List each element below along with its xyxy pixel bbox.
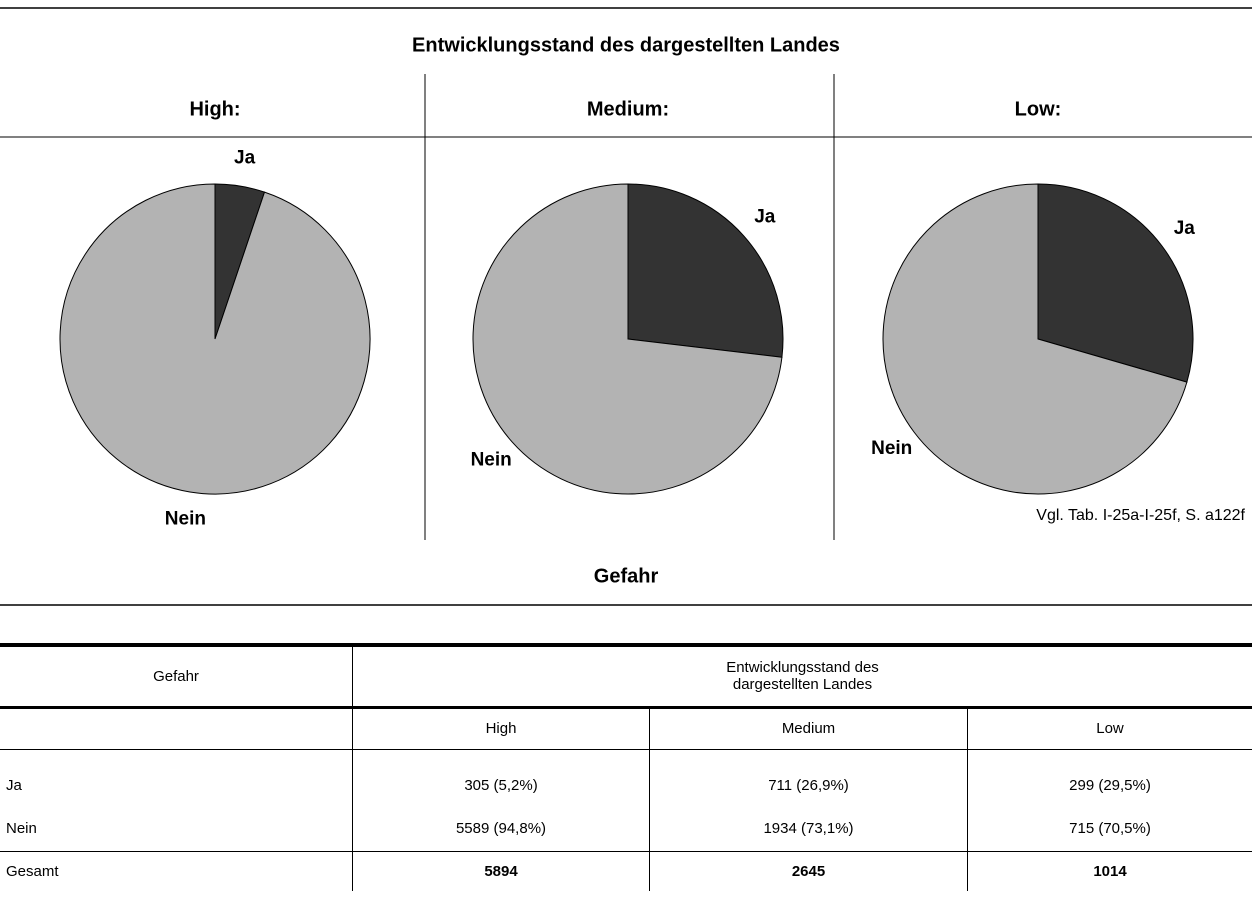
table-header-text: Entwicklungsstand des dargestellten Land… xyxy=(726,659,879,694)
table-cell: 1014 xyxy=(1093,862,1127,880)
chart-area: Entwicklungsstand des dargestellten Land… xyxy=(0,7,1252,606)
pie-slice xyxy=(59,183,371,495)
note: Vgl. Tab. I-25a-I-25f, S. a122f xyxy=(1036,507,1245,524)
table-cell: 5589 (94,8%) xyxy=(352,806,650,851)
slice-label: Ja xyxy=(1174,218,1196,239)
slice-label: Nein xyxy=(471,450,512,471)
table-cell: 5894 xyxy=(352,851,650,891)
pie-title: Low: xyxy=(1015,98,1062,120)
slice-label: Ja xyxy=(234,147,256,168)
table-cell: 299 (29,5%) xyxy=(1069,777,1151,794)
pie-slice xyxy=(472,183,783,495)
table-cell: Nein xyxy=(0,806,353,851)
table-cell: Ja xyxy=(0,749,353,806)
title: Entwicklungsstand des dargestellten Land… xyxy=(412,34,840,56)
column-header: Low xyxy=(1096,720,1124,737)
table-cell: 2645 xyxy=(649,851,968,891)
slice-label: Ja xyxy=(754,206,776,227)
table-cell: 1934 (73,1%) xyxy=(649,806,968,851)
slice-label: Nein xyxy=(871,438,912,459)
table-cell: 711 (26,9%) xyxy=(649,749,968,806)
table-cell xyxy=(0,707,353,749)
table-cell: 305 (5,2%) xyxy=(352,749,650,806)
data-table: Gefahr Entwicklungsstand des dargestellt… xyxy=(0,643,1252,891)
table-cell: 715 (70,5%) xyxy=(1069,819,1151,837)
pie-slice xyxy=(882,183,1188,495)
table-cell: Gesamt xyxy=(0,851,353,891)
column-header: High xyxy=(352,707,650,749)
pie-title: High: xyxy=(189,98,240,120)
pie-title: Medium: xyxy=(587,98,669,120)
pie-slice xyxy=(627,183,784,358)
column-header: Medium xyxy=(649,707,968,749)
table-header: Gefahr xyxy=(0,645,353,707)
slice-label: Nein xyxy=(165,509,206,530)
table-header: Entwicklungsstand des dargestellten Land… xyxy=(353,645,1252,707)
pie-slice xyxy=(1037,183,1194,383)
footer-label: Gefahr xyxy=(594,565,659,587)
